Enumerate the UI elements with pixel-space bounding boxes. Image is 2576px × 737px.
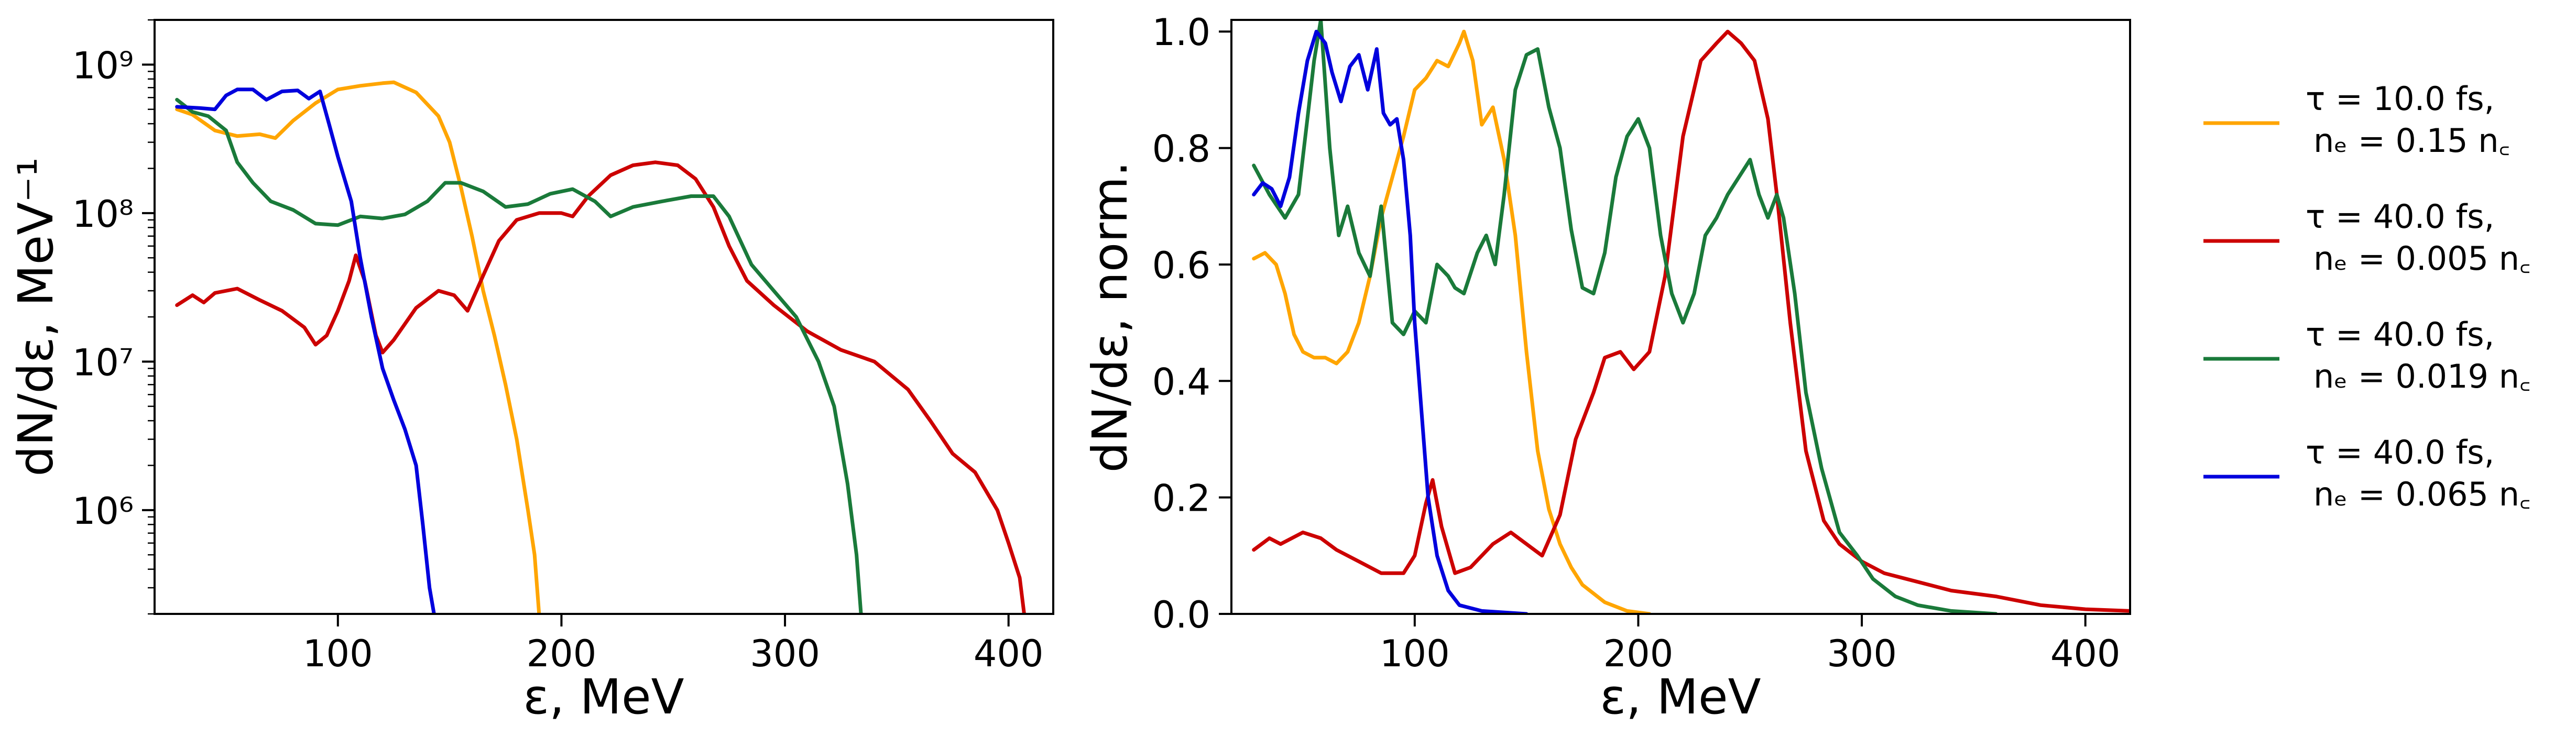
norm-spectrum-x-axis-label: ε, MeV <box>1600 669 1761 725</box>
norm-spectrum-y-tick-label: 1.0 <box>1152 11 1210 54</box>
norm-spectrum-series-line-1 <box>1252 29 2130 613</box>
log-spectrum-series-layer <box>175 80 1026 614</box>
legend-label-2-line1: τ = 40.0 fs, <box>2306 315 2494 354</box>
log-spectrum-series-line-2 <box>175 97 863 614</box>
log-spectrum-y-axis-label: dN/dε, MeV⁻¹ <box>8 157 64 476</box>
norm-spectrum-series-line-0 <box>1252 29 1652 614</box>
log-spectrum-series-line-3 <box>175 87 436 614</box>
log-spectrum-series-line-1 <box>175 160 1026 614</box>
log-spectrum-x-tick-label: 400 <box>974 632 1044 675</box>
legend-label-0-line2: nₑ = 0.15 n꜀ <box>2313 122 2510 160</box>
norm-spectrum-series-layer <box>1252 20 2130 614</box>
norm-spectrum-ticks: 100 200 300 400 0.0 0.2 0.4 0.6 0.8 1.0 <box>1152 11 2121 675</box>
norm-spectrum-axes-frame <box>1230 19 2131 615</box>
log-spectrum-series-line-0 <box>175 80 541 614</box>
log-spectrum-x-tick-label: 200 <box>527 632 597 675</box>
legend-label-1-line1: τ = 40.0 fs, <box>2306 197 2494 236</box>
norm-spectrum-series-line-3 <box>1252 29 1529 614</box>
norm-spectrum-y-tick-label: 0.6 <box>1152 244 1210 287</box>
legend-label-1-line2: nₑ = 0.005 n꜀ <box>2313 239 2530 278</box>
norm-spectrum-panel: 100 200 300 400 0.0 0.2 0.4 0.6 0.8 1.0 ε, MeV dN… <box>1082 11 2131 725</box>
log-spectrum-x-tick-label: 100 <box>303 632 373 675</box>
log-spectrum-y-tick-label: 10⁹ <box>72 44 134 87</box>
log-spectrum-y-tick-label: 10⁶ <box>72 490 134 533</box>
log-spectrum-x-tick-label: 300 <box>750 632 820 675</box>
norm-spectrum-series-line-2 <box>1252 20 1998 614</box>
log-spectrum-y-tick-label: 10⁷ <box>72 341 134 384</box>
norm-spectrum-y-tick-label: 0.2 <box>1152 477 1210 520</box>
norm-spectrum-x-tick-label: 300 <box>1827 632 1897 675</box>
norm-spectrum-x-tick-label: 200 <box>1603 632 1674 675</box>
norm-spectrum-x-tick-label: 400 <box>2050 632 2121 675</box>
legend: τ = 10.0 fs,nₑ = 0.15 n꜀τ = 40.0 fs,nₑ =… <box>2203 80 2530 513</box>
norm-spectrum-y-tick-label: 0.4 <box>1152 360 1210 403</box>
legend-label-3-line2: nₑ = 0.065 n꜀ <box>2313 475 2530 513</box>
log-spectrum-panel: 100 200 300 400 10⁶ 10⁷ 10⁸ 10⁹ ε, MeV dN/dε, M… <box>8 19 1054 725</box>
norm-spectrum-y-tick-label: 0.8 <box>1152 128 1210 171</box>
log-spectrum-y-tick-label: 10⁸ <box>72 193 134 236</box>
norm-spectrum-y-tick-label: 0.0 <box>1152 593 1210 636</box>
legend-label-0-line1: τ = 10.0 fs, <box>2306 80 2494 118</box>
norm-spectrum-y-axis-label: dN/dε, norm. <box>1082 161 1138 473</box>
legend-label-3-line1: τ = 40.0 fs, <box>2306 433 2494 471</box>
log-spectrum-ticks: 100 200 300 400 10⁶ 10⁷ 10⁸ 10⁹ <box>72 19 1044 675</box>
legend-label-2-line2: nₑ = 0.019 n꜀ <box>2313 357 2530 395</box>
log-spectrum-x-axis-label: ε, MeV <box>523 669 684 725</box>
norm-spectrum-x-tick-label: 100 <box>1380 632 1450 675</box>
